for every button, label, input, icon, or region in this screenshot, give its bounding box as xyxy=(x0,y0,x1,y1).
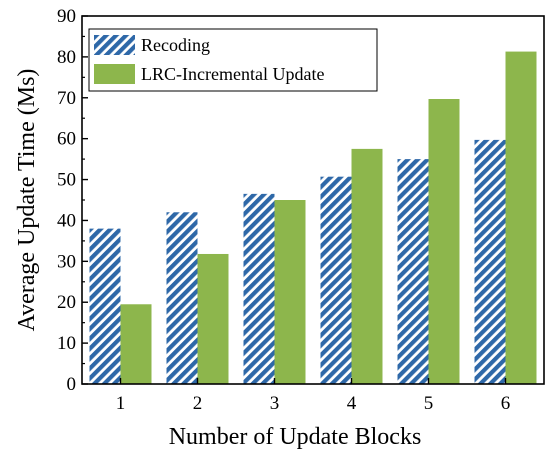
legend-swatch-recoding xyxy=(94,35,135,55)
legend-label-recoding: Recoding xyxy=(141,35,210,55)
y-tick-label: 70 xyxy=(57,88,76,109)
y-axis-label: Average Update Time (Ms) xyxy=(14,69,40,332)
x-axis-label: Number of Update Blocks xyxy=(169,424,422,450)
y-tick-label: 60 xyxy=(57,129,76,150)
x-tick-label: 1 xyxy=(116,393,126,414)
bar-recoding-3 xyxy=(243,193,275,384)
bar-lrc-incremental-update-6 xyxy=(505,51,537,384)
y-tick-label: 30 xyxy=(57,251,76,272)
y-tick-label: 10 xyxy=(57,333,76,354)
legend: Recoding LRC-Incremental Update xyxy=(88,28,378,92)
y-tick-label: 80 xyxy=(57,47,76,68)
x-tick-label: 4 xyxy=(347,393,357,414)
y-tick-label: 0 xyxy=(67,374,77,395)
bar-recoding-4 xyxy=(320,176,352,384)
x-tick-label: 5 xyxy=(424,393,434,414)
y-tick-label: 90 xyxy=(57,6,76,27)
bar-recoding-2 xyxy=(166,212,198,384)
legend-swatch-lrc-incremental-update xyxy=(94,64,135,84)
bar-lrc-incremental-update-3 xyxy=(274,200,306,384)
bar-lrc-incremental-update-4 xyxy=(351,148,383,384)
y-tick-label: 20 xyxy=(57,292,76,313)
y-tick-label: 40 xyxy=(57,210,76,231)
bar-lrc-incremental-update-5 xyxy=(428,99,460,384)
x-tick-label: 6 xyxy=(501,393,511,414)
bar-recoding-5 xyxy=(397,159,429,384)
x-tick-label: 2 xyxy=(193,393,203,414)
legend-label-lrc-incremental-update: LRC-Incremental Update xyxy=(141,64,324,84)
bar-lrc-incremental-update-1 xyxy=(120,304,152,384)
legend-frame xyxy=(88,28,378,92)
bar-recoding-6 xyxy=(474,139,506,384)
y-tick-label: 50 xyxy=(57,170,76,191)
x-tick-label: 3 xyxy=(270,393,280,414)
bar-recoding-1 xyxy=(89,228,121,384)
bar-lrc-incremental-update-2 xyxy=(197,253,229,384)
